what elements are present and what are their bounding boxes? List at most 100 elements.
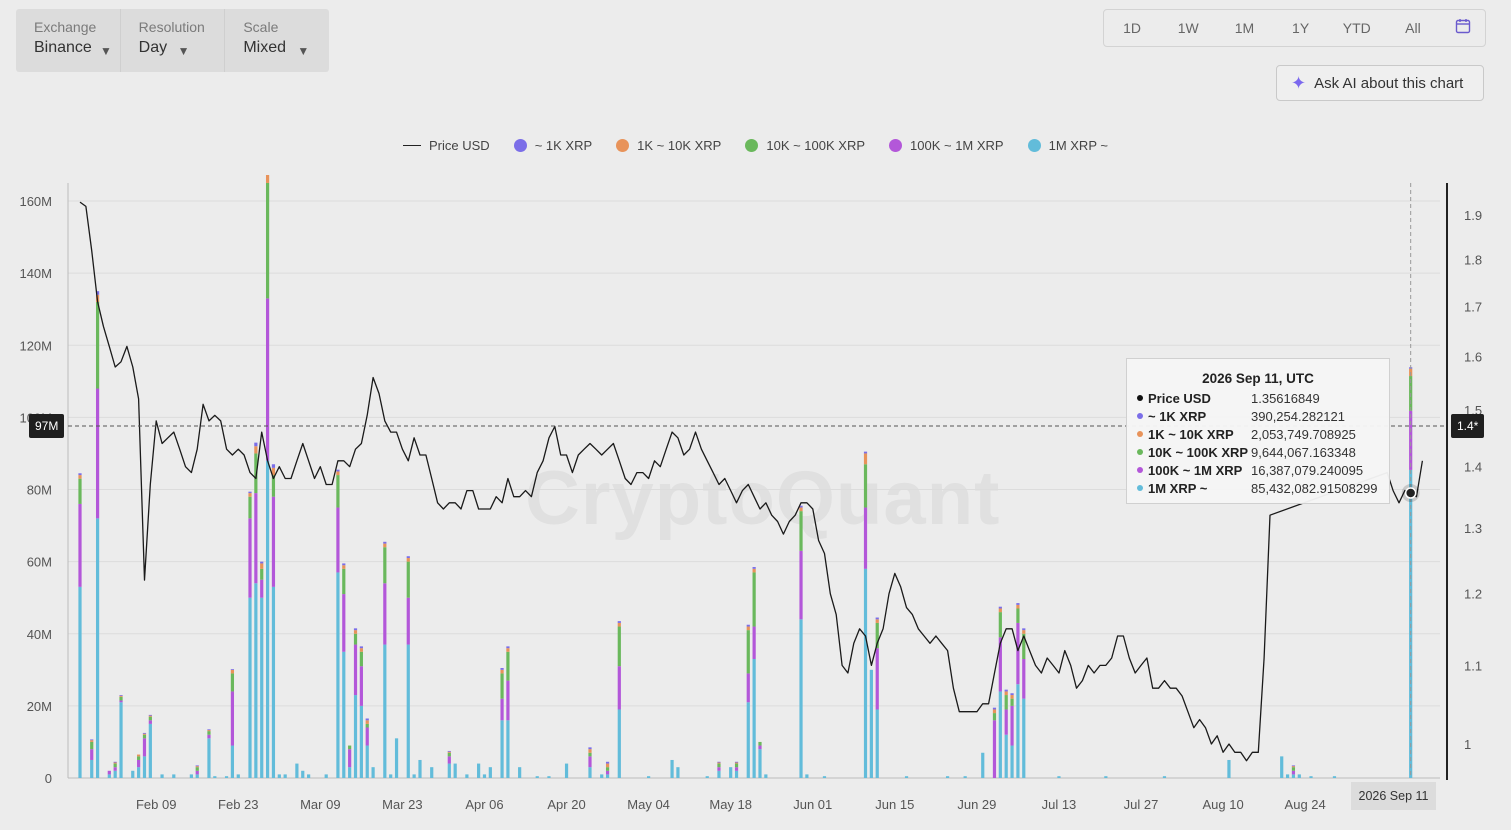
- dot-swatch: [1027, 139, 1041, 152]
- bar-segment: [271, 464, 276, 468]
- range-1w-button[interactable]: 1W: [1177, 20, 1199, 36]
- bar-segment: [265, 175, 270, 183]
- bar-segment: [447, 763, 451, 778]
- bar-segment: [588, 747, 592, 750]
- bar-segment: [1291, 767, 1296, 771]
- resolution-select[interactable]: Resolution Day ▼: [119, 9, 225, 72]
- tooltip-series-name: 10K ~ 100K XRP: [1148, 444, 1249, 460]
- chart-plot[interactable]: 020M40M60M80M100M120M140M160M11.11.21.31…: [0, 175, 1511, 830]
- range-1y-button[interactable]: 1Y: [1292, 20, 1310, 36]
- range-1d-button[interactable]: 1D: [1123, 20, 1142, 36]
- bar-segment: [1010, 705, 1014, 746]
- bar-segment: [412, 774, 416, 778]
- bar-segment: [336, 572, 340, 778]
- bar-segment: [1004, 734, 1008, 778]
- legend-label: Price USD: [429, 138, 490, 153]
- bar-segment: [336, 475, 340, 508]
- bar-segment: [113, 767, 117, 771]
- bar-segment: [998, 637, 1002, 692]
- bar-segment: [500, 668, 504, 670]
- bar-segment: [1022, 698, 1026, 778]
- y-right-tick-label: 1.7: [1464, 300, 1482, 315]
- bar-segment: [430, 767, 434, 778]
- bar-segment: [213, 776, 217, 778]
- x-tick-label: May 04: [627, 797, 670, 812]
- bar-segment: [477, 763, 481, 778]
- bar-segment: [148, 723, 152, 778]
- bar-segment: [142, 733, 147, 735]
- bar-segment: [195, 770, 199, 775]
- y-left-tick-label: 20M: [27, 699, 52, 714]
- tooltip-series-name: 1K ~ 10K XRP: [1148, 426, 1234, 442]
- caret-down-icon: ▼: [297, 44, 310, 58]
- bar-segment: [148, 714, 152, 716]
- bar-segment: [752, 568, 756, 573]
- bar-segment: [371, 767, 375, 778]
- bar-segment: [230, 745, 235, 778]
- bar-segment: [998, 608, 1002, 613]
- range-ytd-button[interactable]: YTD: [1342, 20, 1371, 36]
- ask-ai-button[interactable]: ✦ Ask AI about this chart: [1276, 65, 1484, 101]
- ask-ai-label: Ask AI about this chart: [1314, 74, 1464, 92]
- legend-item-gt1m[interactable]: 1M XRP ~: [1027, 138, 1108, 153]
- bar-segment: [119, 696, 123, 701]
- bar-segment: [506, 720, 510, 778]
- bar-segment: [863, 568, 868, 778]
- range-1m-button[interactable]: 1M: [1234, 20, 1255, 36]
- bar-segment: [172, 774, 176, 778]
- bar-segment: [406, 597, 410, 645]
- price-line: [79, 201, 1424, 762]
- tooltip-series-value: 2,053,749.708925: [1251, 426, 1356, 442]
- bar-segment: [254, 442, 258, 447]
- legend-item-price[interactable]: Price USD: [403, 138, 490, 153]
- bar-segment: [359, 651, 363, 667]
- tooltip-row: 10K ~ 100K XRP 9,644,067.163348: [1127, 443, 1389, 461]
- bar-segment: [447, 752, 451, 757]
- bar-segment: [1010, 698, 1014, 706]
- crosshair-date-tag: 2026 Sep 11: [1351, 782, 1436, 810]
- bar-segment: [1022, 633, 1026, 659]
- range-all-button[interactable]: All: [1405, 20, 1421, 36]
- x-tick-label: Mar 09: [300, 797, 340, 812]
- x-tick-label: Jun 29: [957, 797, 996, 812]
- crosshair-left-tag: 97M: [29, 414, 65, 438]
- y-left-tick-label: 160M: [19, 194, 52, 209]
- bar-segment: [142, 756, 147, 778]
- bar-segment: [418, 759, 422, 778]
- legend-item-lt1k[interactable]: ~ 1K XRP: [513, 138, 592, 153]
- series-dot: [1137, 449, 1143, 455]
- bar-segment: [869, 669, 873, 778]
- bar-segment: [482, 774, 487, 778]
- bar-segment: [248, 493, 252, 497]
- bar-segment: [230, 669, 235, 670]
- bar-segment: [1291, 774, 1296, 778]
- bar-segment: [236, 774, 240, 778]
- bar-segment: [160, 774, 164, 778]
- x-tick-label: Feb 23: [218, 797, 258, 812]
- bar-segment: [564, 763, 569, 778]
- bar-segment: [277, 774, 281, 778]
- caret-down-icon: ▼: [177, 44, 190, 58]
- legend-item-1k-10k[interactable]: 1K ~ 10K XRP: [616, 138, 721, 153]
- bar-segment: [805, 774, 809, 778]
- tooltip-series-value: 16,387,079.240095: [1251, 462, 1364, 478]
- bar-segment: [295, 763, 299, 778]
- crosshair-right-tag: 1.4*: [1451, 414, 1485, 438]
- legend-item-10k-100k[interactable]: 10K ~ 100K XRP: [745, 138, 865, 153]
- bar-segment: [353, 695, 358, 778]
- calendar-icon[interactable]: [1441, 18, 1485, 38]
- bar-segment: [142, 734, 147, 739]
- scale-select[interactable]: Scale Mixed ▼: [224, 9, 329, 72]
- dot-swatch: [616, 139, 630, 152]
- x-tick-label: May 18: [709, 797, 752, 812]
- bar-segment: [1409, 410, 1413, 470]
- legend-item-100k-1m[interactable]: 100K ~ 1M XRP: [889, 138, 1004, 153]
- x-tick-label: Apr 20: [547, 797, 585, 812]
- series-dot: [1137, 395, 1143, 401]
- tooltip-title: 2026 Sep 11, UTC: [1202, 371, 1314, 386]
- resolution-value: Day: [138, 39, 168, 56]
- bar-segment: [875, 617, 879, 620]
- bar-segment: [875, 622, 879, 649]
- exchange-select[interactable]: Exchange Binance ▼: [16, 9, 120, 72]
- bar-segment: [195, 774, 199, 778]
